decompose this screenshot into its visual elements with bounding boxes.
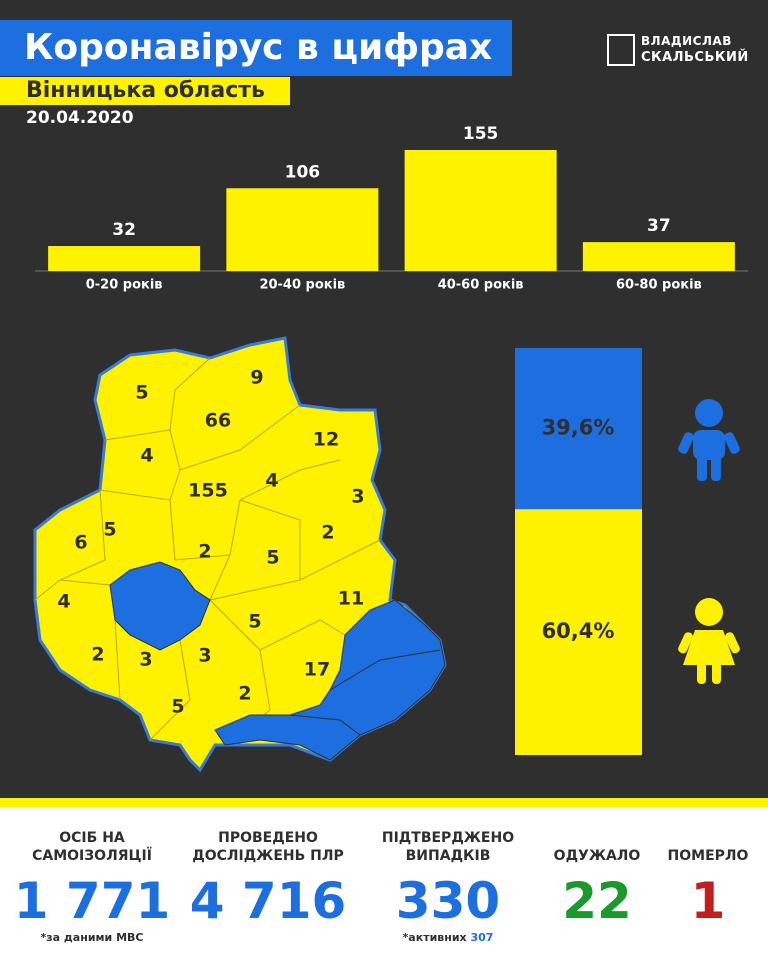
district-label: 2 bbox=[91, 644, 104, 666]
district-label: 4 bbox=[140, 445, 153, 467]
stat-value: 1 bbox=[690, 872, 726, 930]
district-label: 2 bbox=[321, 522, 334, 544]
bar-value-label: 32 bbox=[112, 220, 136, 240]
stat-label: ПІДТВЕРДЖЕНО ВИПАДКІВ bbox=[382, 829, 514, 865]
district-label: 155 bbox=[188, 480, 228, 502]
district-label: 4 bbox=[265, 470, 278, 492]
map-region-blue bbox=[109, 561, 211, 651]
stat: ПРОВЕДЕНО ДОСЛІДЖЕНЬ ПЛР 4 716 bbox=[190, 829, 347, 931]
stats-panel: ОСІБ НА САМОІЗОЛЯЦІЇ 1 771 *за даними МВС ПР… bbox=[0, 798, 768, 960]
author-first: ВЛАДИСЛАВ bbox=[641, 34, 732, 48]
district-label: 3 bbox=[139, 649, 152, 671]
stat: ПІДТВЕРДЖЕНО ВИПАДКІВ 330 *активних 307 bbox=[382, 829, 514, 944]
stat-label: ОСІБ НА САМОІЗОЛЯЦІЇ bbox=[14, 829, 171, 865]
bar bbox=[404, 150, 557, 271]
girl-icon bbox=[678, 598, 740, 684]
district-label: 11 bbox=[338, 588, 364, 610]
stat-label-line: САМОІЗОЛЯЦІЇ bbox=[32, 848, 152, 864]
district-label: 5 bbox=[248, 611, 261, 633]
gender-bar bbox=[515, 348, 642, 510]
district-label: 12 bbox=[313, 429, 339, 451]
boy-icon bbox=[678, 399, 740, 481]
district-label: 5 bbox=[103, 519, 116, 541]
stat: ПОМЕРЛО 1 bbox=[668, 829, 749, 931]
stat-note: *за даними МВС bbox=[14, 931, 171, 944]
stat-label-line: ОСІБ НА bbox=[59, 830, 125, 846]
district-label: 3 bbox=[198, 645, 211, 667]
bar-value-label: 37 bbox=[647, 216, 671, 236]
stat: ОСІБ НА САМОІЗОЛЯЦІЇ 1 771 *за даними МВС bbox=[14, 829, 171, 944]
district-label: 3 bbox=[351, 486, 364, 508]
note-text: *за даними МВС bbox=[40, 931, 144, 944]
stat: ОДУЖАЛО 22 bbox=[554, 829, 641, 931]
district-label: 2 bbox=[198, 541, 211, 563]
stat-label-line: ОДУЖАЛО bbox=[553, 848, 641, 864]
title: Коронавірус в цифрах bbox=[0, 20, 512, 76]
note-text: *активних bbox=[402, 931, 471, 944]
district-borders bbox=[34, 357, 381, 746]
district-label: 5 bbox=[266, 547, 279, 569]
gender-label: 60,4% bbox=[542, 619, 615, 643]
date: 20.04.2020 bbox=[26, 108, 134, 128]
x-tick-label: 0-20 років bbox=[86, 278, 163, 293]
stat-label-line: ПІДТВЕРДЖЕНО bbox=[381, 830, 515, 846]
stat-label: ПОМЕРЛО bbox=[668, 829, 749, 865]
stat-value: 1 771 bbox=[13, 872, 171, 930]
stat-value: 4 716 bbox=[189, 872, 347, 930]
district-label: 9 bbox=[250, 367, 263, 389]
logo: ВЛАДИСЛАВ СКАЛЬСЬКИЙ bbox=[607, 32, 757, 72]
district-borders bbox=[289, 714, 361, 736]
bar bbox=[582, 242, 735, 271]
district-label: 4 bbox=[57, 591, 70, 613]
district-label: 5 bbox=[171, 696, 184, 718]
stat-label-line: ВИПАДКІВ bbox=[405, 848, 491, 864]
bar bbox=[226, 188, 379, 271]
bar bbox=[48, 246, 201, 271]
district-label: 2 bbox=[238, 683, 251, 705]
stat-note: *активних 307 bbox=[382, 931, 514, 944]
bar-value-label: 106 bbox=[285, 162, 321, 182]
logo-icon bbox=[607, 34, 635, 66]
district-label: 66 bbox=[205, 410, 231, 432]
district-label: 17 bbox=[304, 659, 330, 681]
gender-label: 39,6% bbox=[542, 416, 615, 440]
map-region-blue bbox=[214, 599, 446, 761]
stat-label: ОДУЖАЛО bbox=[554, 829, 641, 865]
stat-value: 330 bbox=[395, 872, 501, 930]
stat-label-line: ДОСЛІДЖЕНЬ ПЛР bbox=[192, 848, 344, 864]
gender-bar bbox=[515, 509, 642, 755]
x-tick-label: 40-60 років bbox=[438, 278, 524, 293]
district-label: 5 bbox=[135, 382, 148, 404]
author-last: СКАЛЬСЬКИЙ bbox=[641, 50, 749, 65]
subtitle: Вінницька область bbox=[0, 77, 290, 105]
stat-label-line: ПОМЕРЛО bbox=[667, 848, 749, 864]
x-tick-label: 60-80 років bbox=[616, 278, 702, 293]
stat-value: 22 bbox=[562, 872, 632, 930]
district-label: 6 bbox=[74, 532, 87, 554]
district-borders bbox=[329, 649, 441, 691]
x-tick-label: 20-40 років bbox=[259, 278, 345, 293]
bar-value-label: 155 bbox=[463, 124, 499, 144]
stat-label: ПРОВЕДЕНО ДОСЛІДЖЕНЬ ПЛР bbox=[190, 829, 347, 865]
stat-label-line: ПРОВЕДЕНО bbox=[218, 830, 318, 846]
note-value: 307 bbox=[470, 931, 494, 944]
